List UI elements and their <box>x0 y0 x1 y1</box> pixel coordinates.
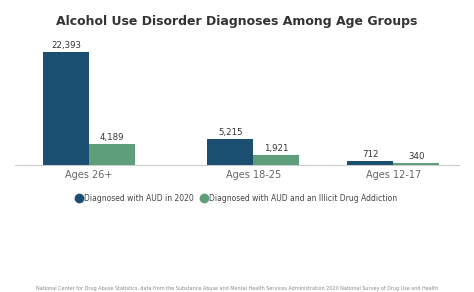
Bar <box>208 139 254 165</box>
Text: 340: 340 <box>408 152 425 161</box>
Text: 1,921: 1,921 <box>264 145 289 153</box>
Text: 5,215: 5,215 <box>218 128 243 137</box>
Bar <box>89 144 135 165</box>
Title: Alcohol Use Disorder Diagnoses Among Age Groups: Alcohol Use Disorder Diagnoses Among Age… <box>56 15 418 28</box>
Text: 22,393: 22,393 <box>51 41 81 50</box>
Bar <box>254 155 300 165</box>
Text: 712: 712 <box>362 150 378 159</box>
Bar <box>347 161 393 165</box>
Text: 4,189: 4,189 <box>100 133 124 142</box>
Bar <box>393 163 439 165</box>
Legend: Diagnosed with AUD in 2020, Diagnosed with AUD and an Illicit Drug Addiction: Diagnosed with AUD in 2020, Diagnosed wi… <box>73 191 401 206</box>
Bar <box>43 52 89 165</box>
Text: National Center for Drug Abuse Statistics, data from the Substance Abuse and Men: National Center for Drug Abuse Statistic… <box>36 286 438 291</box>
